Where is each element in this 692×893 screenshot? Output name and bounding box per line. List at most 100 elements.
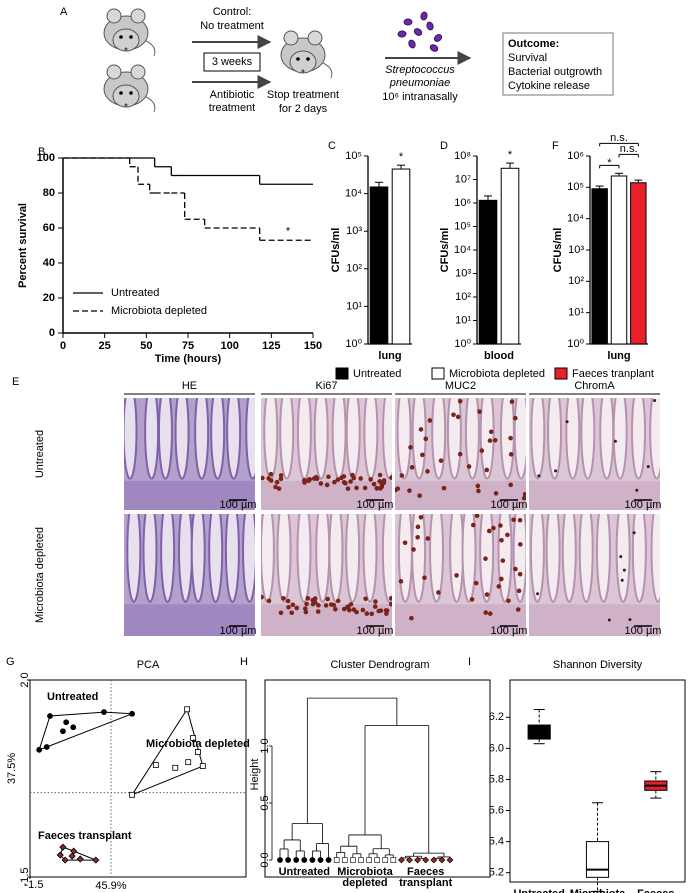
stain [354,485,359,491]
stain [315,609,321,614]
stain [278,476,284,482]
villus [547,398,563,480]
schematic-text: for 2 days [279,103,328,115]
villus [363,398,379,480]
stain [341,479,347,485]
villus [210,398,226,480]
legend-swatch [554,367,568,380]
y-tick-label: 10⁵ [454,220,471,232]
point [184,706,191,713]
stain [505,532,510,538]
x-tick-label: 75 [182,340,194,352]
schematic-text: Stop treatment [267,89,339,101]
mouse-icon [103,8,156,57]
villus [362,514,378,603]
y-tick-label: 5.2 [489,867,504,879]
leaf [438,856,446,864]
stain [491,525,496,531]
y-tick-label: 60 [43,222,55,234]
stain [305,596,311,601]
micrograph [261,398,392,510]
crypt-band [395,604,526,636]
leaf [446,856,454,864]
villus [174,398,190,480]
stain [362,485,368,491]
villus [124,398,138,480]
bar [591,188,608,345]
cluster-hull [38,711,133,751]
stain [318,481,324,486]
leaf [374,857,380,863]
column-title: Ki67 [315,380,337,392]
stain [268,471,274,477]
leaf [398,856,405,864]
stain [372,604,378,609]
villus [263,398,279,480]
stain [469,597,475,602]
chart-title: PCA [137,659,160,671]
x-tick-label: 100 [220,340,238,352]
scale-bar-label: 100 µm [220,625,257,637]
bacterium [413,28,423,36]
villus [224,514,240,603]
y-tick-label: 40 [43,257,55,269]
scale-bar-label: 100 µm [220,499,257,511]
villus [513,398,526,480]
significance: n.s. [610,132,628,144]
legend-label: Microbiota depleted [111,305,207,317]
outcome-item: Bacterial outgrowth [508,66,602,78]
villus [631,514,647,603]
scale-bar-label: 100 µm [357,625,394,637]
villus [411,398,427,480]
mouse-eye [119,35,123,39]
villus [479,398,495,480]
stain [388,601,392,607]
stain [323,603,329,608]
group-label: Microbiota depleted [146,738,250,750]
x-tick-label: -1.5 [25,879,44,891]
significance: * [399,151,404,163]
y-tick-label: 10⁶ [567,150,584,162]
y-axis-label: 37.5% [6,753,18,784]
legend-label: Faeces tranplant [572,368,654,380]
leaf [358,857,364,863]
column-title: MUC2 [445,380,476,392]
villus [612,398,628,480]
villus [461,514,477,603]
scale-bar-label: 100 µm [625,499,662,511]
stain [261,594,264,600]
stain [473,580,479,586]
micrograph [395,398,526,510]
stain [278,610,284,616]
villus [649,398,660,480]
villus [615,514,631,603]
leaf [341,857,348,863]
mouse-head [112,28,140,52]
x-tick-label: 0 [60,340,66,352]
micrograph [261,514,392,636]
villus [397,514,413,603]
stain [286,604,291,610]
y-tick-label: 10⁶ [454,197,471,209]
stain [537,474,541,478]
stain [422,575,427,581]
y-axis-label: CFUs/ml [330,228,342,273]
chart-title: Shannon Diversity [553,659,643,671]
outcome-item: Survival [508,52,547,64]
stain [409,615,414,621]
panel-label: C [328,140,336,152]
bacterium [397,30,407,38]
crypt-band [529,604,660,636]
stain [508,482,513,488]
stain [268,478,274,483]
panel-label: E [12,376,19,388]
stain [371,481,377,487]
y-tick-label: 10³ [346,225,362,237]
stain [493,491,499,496]
villus [144,398,160,480]
bacterium [403,18,413,26]
villus [296,514,312,603]
stain [518,542,523,547]
schematic-text: treatment [209,102,255,114]
